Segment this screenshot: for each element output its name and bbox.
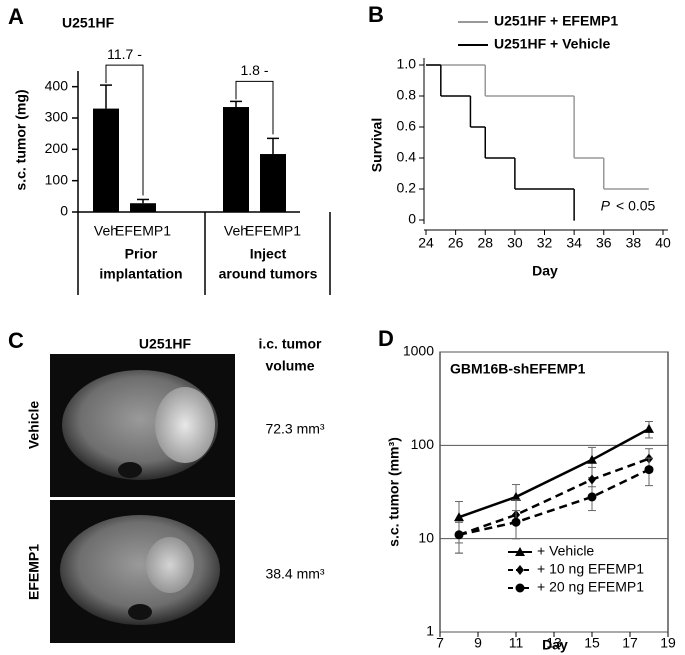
group-label: Prior [125,246,158,262]
series-line [458,468,650,537]
mri-detail [128,604,152,620]
marker [644,465,654,475]
x-tick-label: 13 [546,635,562,651]
bracket [105,64,144,196]
y-tick-label: 100 [411,436,435,452]
panel-label: C [8,328,24,353]
marker [454,512,464,522]
x-tick-label: 9 [474,635,482,651]
y-axis-label: Survival [369,118,385,172]
x-tick-label: 28 [477,235,493,251]
bracket [235,80,274,135]
marker [511,517,521,527]
marker [587,492,597,502]
x-tick-label: 30 [507,235,523,251]
x-tick-label: EFEMP1 [115,223,171,239]
x-tick-label: 40 [655,235,671,251]
legend-label: U251HF + Vehicle [494,36,611,52]
chart-title: GBM16B-shEFEMP1 [450,361,586,377]
y-tick-label: 100 [45,171,69,187]
group-label: around tumors [219,266,318,282]
x-tick-label: Veh [94,223,118,239]
volume-value: 38.4 mm³ [265,566,324,582]
y-tick-label: 300 [45,109,69,125]
legend-label: + Vehicle [537,543,594,559]
y-tick-label: 0.4 [397,149,417,165]
x-tick-label: 15 [584,635,600,651]
x-tick-label: 34 [566,235,582,251]
mri-tumor [155,387,215,463]
y-tick-label: 400 [45,77,69,93]
panel-label: D [378,326,394,351]
step-end [573,219,575,221]
annotation: < 0.05 [616,198,656,214]
row-label: EFEMP1 [26,544,42,600]
legend-marker [516,565,524,575]
x-tick-label: EFEMP1 [245,223,301,239]
marker [511,491,521,501]
row-label: Vehicle [26,401,42,449]
group-label: implantation [99,266,182,282]
annotation-italic: P [601,198,611,214]
x-axis-label: Day [542,637,568,653]
y-tick-label: 0.6 [397,118,417,134]
x-tick-label: 38 [626,235,642,251]
panel-label: B [368,2,384,27]
y-tick-label: 0 [408,211,416,227]
panel-title: U251HF [139,336,192,352]
y-tick-label: 10 [418,529,434,545]
bar [260,154,286,212]
x-tick-label: 17 [622,635,638,651]
x-tick-label: 24 [418,235,434,251]
panel-title: U251HF [62,15,115,31]
x-tick-label: 11 [509,635,524,651]
column-header: i.c. tumor [258,336,322,352]
x-tick-label: 19 [660,635,676,651]
y-tick-label: 1000 [403,343,434,359]
series-line [458,457,650,536]
bar [223,107,249,212]
legend-marker [515,583,525,593]
mri-detail [118,462,142,478]
marker [587,454,597,464]
x-tick-label: Veh [224,223,248,239]
x-tick-label: 36 [596,235,612,251]
bar [93,108,119,212]
annotation: 1.8 - [240,62,268,78]
y-tick-label: 1.0 [397,56,417,72]
legend-label: + 10 ng EFEMP1 [537,561,644,577]
x-tick-label: 7 [436,635,444,651]
legend-label: + 20 ng EFEMP1 [537,579,644,595]
y-tick-label: 200 [45,140,69,156]
y-tick-label: 0.2 [397,180,417,196]
marker [588,474,596,485]
y-tick-label: 1 [426,623,434,639]
group-label: Inject [250,246,287,262]
x-tick-label: 26 [448,235,464,251]
legend-marker [515,547,525,556]
legend-label: U251HF + EFEMP1 [494,13,618,29]
mri-tumor [146,537,194,593]
series-line [458,427,650,519]
marker [454,530,464,540]
y-tick-label: 0.8 [397,87,417,103]
column-header: volume [265,358,314,374]
x-axis-label: Day [532,263,558,279]
annotation: 11.7 - [107,46,142,62]
volume-value: 72.3 mm³ [265,421,324,437]
y-axis-label: s.c. tumor (mg) [13,89,29,190]
panel-label: A [8,4,24,29]
y-axis-label: s.c. tumor (mm³) [386,437,402,547]
step-end [647,188,649,190]
y-tick-label: 0 [60,203,68,219]
x-tick-label: 32 [537,235,553,251]
marker [644,423,654,433]
bar [130,203,156,212]
